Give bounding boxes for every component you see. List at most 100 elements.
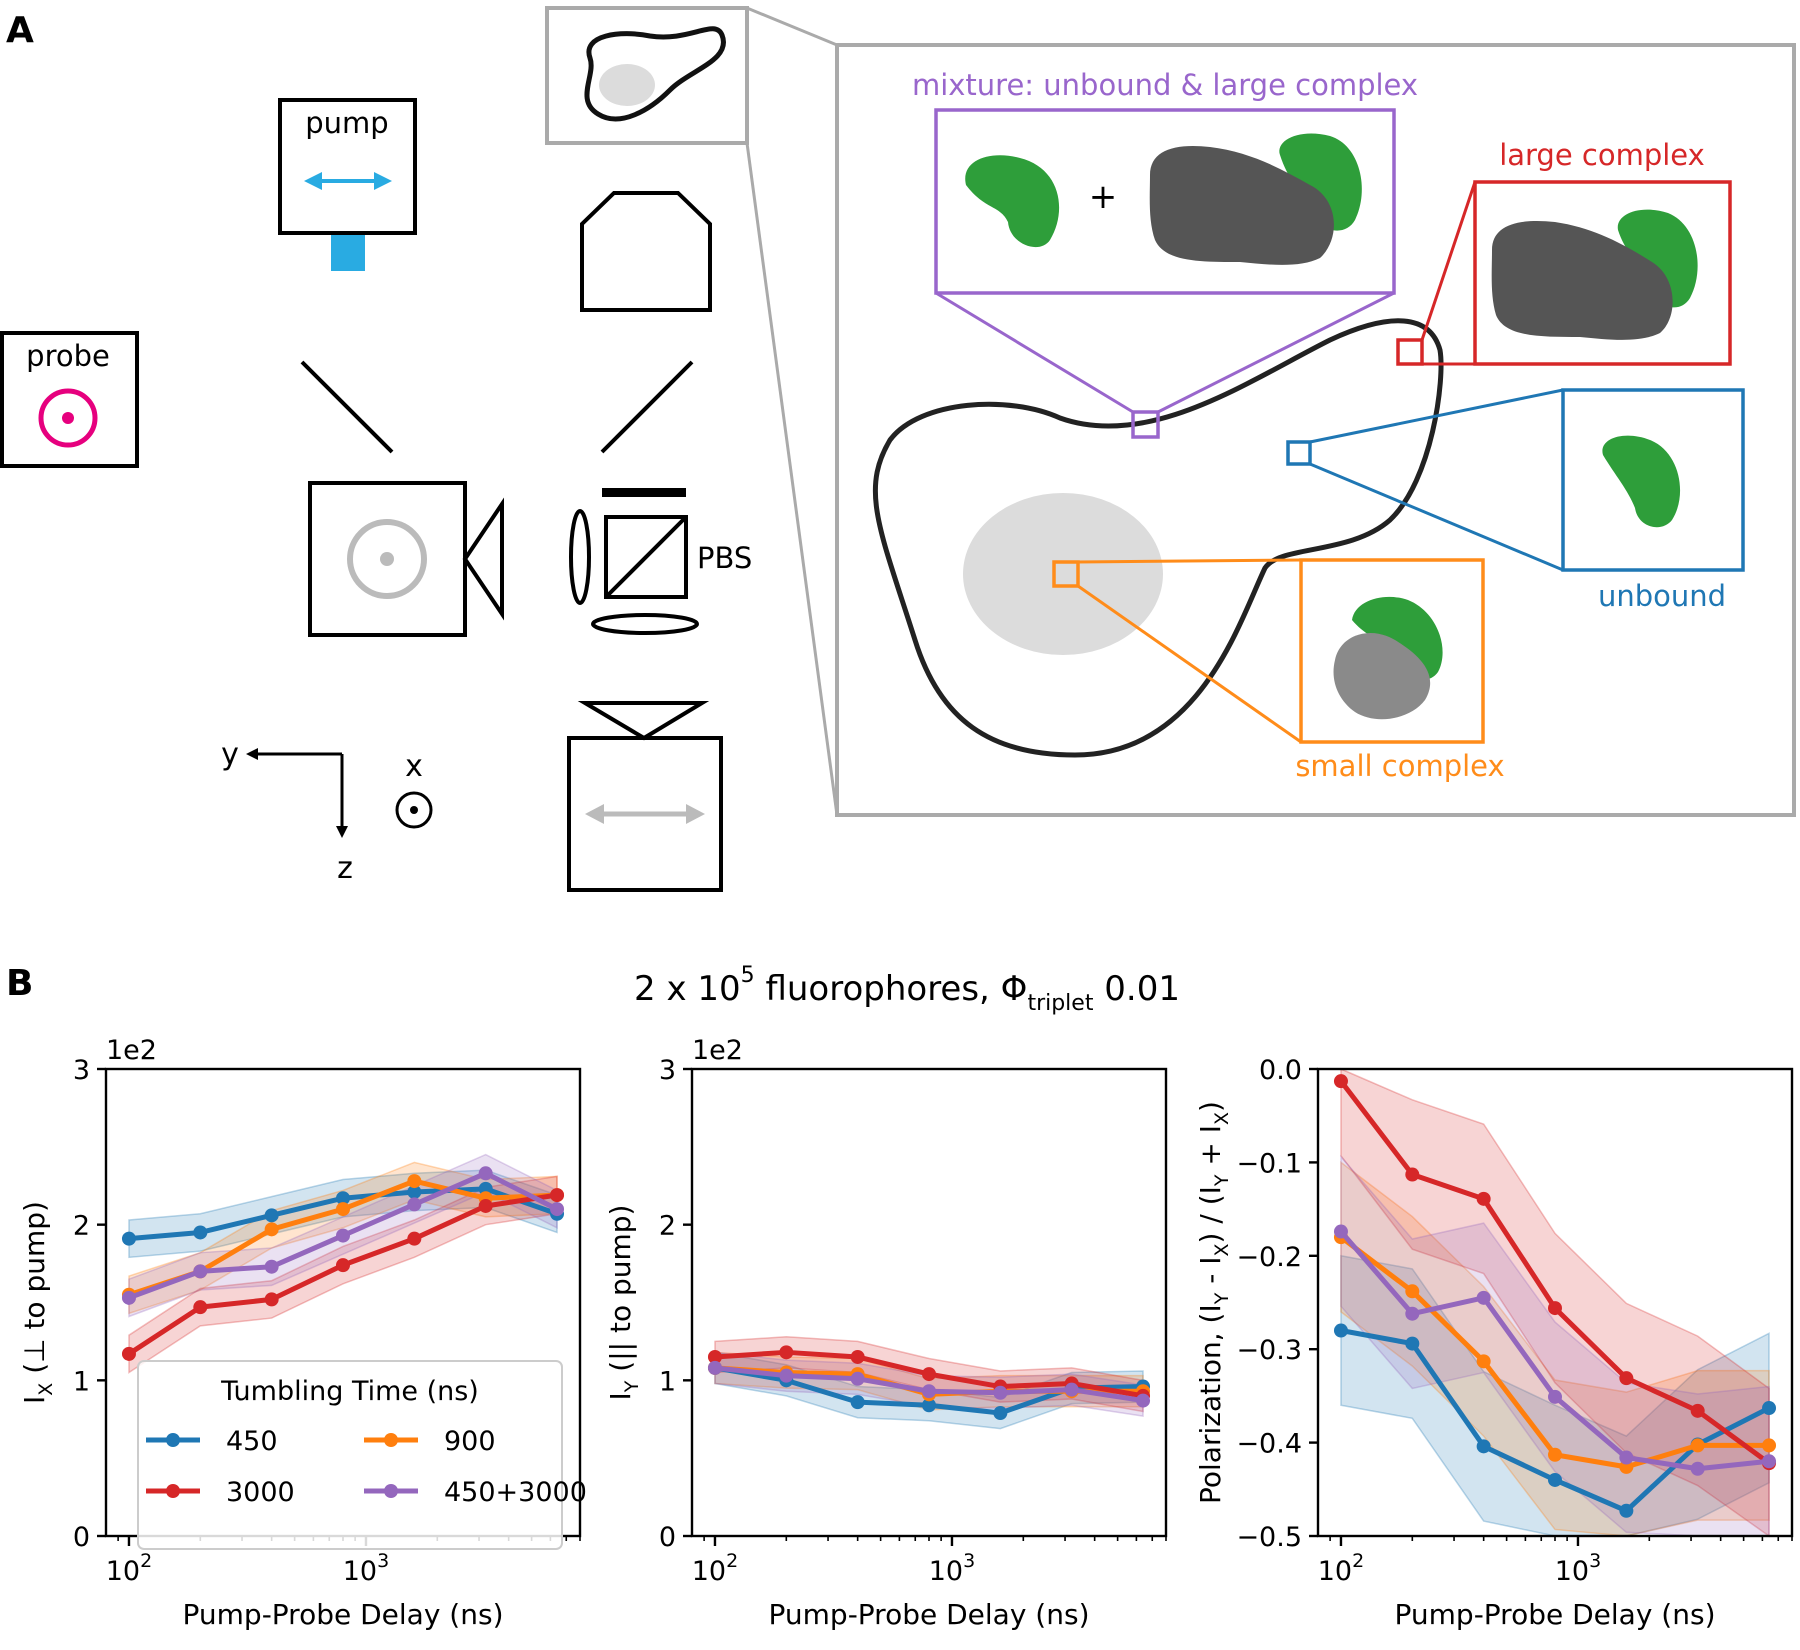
objective-lens-icon <box>580 191 712 312</box>
pbs-assembly: PBS <box>569 488 752 635</box>
offset-text: 1e2 <box>692 1035 743 1066</box>
probe-label: probe <box>26 339 110 373</box>
legend-marker-900 <box>384 1433 398 1447</box>
bound-protein-icon <box>1279 133 1362 231</box>
panel-b-letter: B <box>6 963 33 1004</box>
data-point-3000 <box>922 1367 936 1382</box>
cell-outline <box>872 318 1444 758</box>
large-complex-gray-icon <box>1491 220 1673 340</box>
coordinate-axes: y z x <box>221 737 433 886</box>
x-tick-label: 102 <box>1318 1550 1364 1587</box>
data-point-450 <box>264 1208 279 1223</box>
data-point-3000 <box>779 1345 794 1360</box>
data-point-3000 <box>707 1349 722 1364</box>
probe-source: probe <box>0 331 139 468</box>
chart-ix: 0 1 2 3 102 103 Pump-Probe Delay (ns) 1e2 IX (⊥ … <box>18 1035 582 1631</box>
legend-label-450+3000: 450+3000 <box>444 1477 587 1508</box>
small-complex-gray-icon <box>1333 632 1431 720</box>
data-point-450+3000 <box>993 1385 1008 1400</box>
data-point-3000 <box>550 1188 565 1203</box>
chart-polarization: −0.5 −0.4 −0.3 −0.2 −0.1 0.0 102 103 Pump-Probe … <box>1194 1055 1794 1631</box>
large-complex-green-icon <box>1617 209 1698 308</box>
y-tick-label: −0.5 <box>1236 1522 1302 1553</box>
pump-label: pump <box>305 106 388 140</box>
data-point-450+3000 <box>478 1166 493 1181</box>
legend-label-450: 450 <box>226 1426 278 1457</box>
legend-marker-450 <box>166 1433 180 1447</box>
zoom-line-top <box>746 6 838 47</box>
data-point-450+3000 <box>550 1202 565 1217</box>
data-point-3000 <box>193 1300 208 1315</box>
y-tick-label: 0 <box>659 1522 676 1553</box>
data-point-900 <box>1762 1438 1777 1453</box>
y-axis-label: IY (|| to pump) <box>604 1205 643 1401</box>
data-point-450+3000 <box>336 1228 350 1243</box>
pbs-label: PBS <box>697 541 752 575</box>
data-point-450+3000 <box>1548 1389 1562 1404</box>
data-point-450 <box>121 1231 136 1246</box>
data-point-3000 <box>264 1292 279 1307</box>
data-point-450 <box>850 1395 865 1410</box>
data-point-450+3000 <box>193 1264 208 1279</box>
y-tick-label: 1 <box>73 1366 90 1397</box>
y-tick-label: −0.2 <box>1236 1242 1302 1273</box>
data-point-3000 <box>1476 1191 1491 1206</box>
data-point-900 <box>1548 1447 1562 1462</box>
data-point-450+3000 <box>121 1290 136 1305</box>
y-axis-label: Polarization, (IY - IX) / (IY + IX) <box>1194 1101 1233 1504</box>
data-point-450+3000 <box>779 1368 794 1383</box>
chart-iy: 0 1 2 3 102 103 Pump-Probe Delay (ns) 1e2 IY (||… <box>604 1035 1168 1631</box>
y-tick-label: 0.0 <box>1259 1055 1302 1086</box>
data-point-450+3000 <box>1476 1290 1491 1305</box>
data-point-450+3000 <box>1762 1454 1777 1469</box>
data-point-450+3000 <box>922 1384 936 1399</box>
data-point-3000 <box>407 1231 422 1246</box>
y-tick-label: −0.4 <box>1236 1429 1302 1460</box>
data-point-3000 <box>1690 1403 1705 1418</box>
legend-title: Tumbling Time (ns) <box>220 1376 479 1407</box>
data-point-450 <box>193 1225 208 1240</box>
out-of-plane-icon <box>395 791 433 829</box>
plot-frame <box>690 1067 1168 1538</box>
small-complex-callout: small complex <box>1052 558 1505 783</box>
y-axis-label: IX (⊥ to pump) <box>18 1201 57 1404</box>
data-point-450+3000 <box>1333 1224 1348 1239</box>
small-complex-green-icon <box>1352 596 1443 680</box>
data-point-900 <box>407 1174 422 1189</box>
x-axis-label: Pump-Probe Delay (ns) <box>183 1598 504 1631</box>
probe-polarization-icon <box>38 388 98 448</box>
data-point-450 <box>1548 1472 1562 1487</box>
data-point-450+3000 <box>264 1259 279 1274</box>
data-point-900 <box>1476 1354 1491 1369</box>
axis-z-label: z <box>337 851 353 886</box>
pump-polarization-arrow-icon <box>304 172 392 190</box>
x-axis-label: Pump-Probe Delay (ns) <box>1395 1598 1716 1631</box>
dichroic-mirror-left <box>300 360 394 454</box>
data-point-450+3000 <box>1690 1461 1705 1476</box>
data-point-450 <box>922 1398 936 1413</box>
y-tick-label: −0.1 <box>1236 1148 1302 1179</box>
data-point-450+3000 <box>1619 1450 1634 1465</box>
x-tick-label: 102 <box>106 1550 152 1587</box>
data-point-450 <box>1405 1336 1420 1351</box>
unbound-green-icon <box>1602 435 1681 528</box>
data-point-3000 <box>1548 1301 1562 1316</box>
data-point-450 <box>1619 1503 1634 1518</box>
data-point-3000 <box>1405 1167 1420 1182</box>
large-complex-callout: large complex <box>1396 138 1732 366</box>
plus-sign: + <box>1089 177 1118 217</box>
unbound-protein-icon <box>965 155 1060 248</box>
data-point-450 <box>993 1406 1008 1421</box>
pump-beam-icon <box>331 235 365 271</box>
quarter-wave-plate-icon <box>591 613 699 635</box>
data-point-450 <box>336 1191 350 1206</box>
data-point-450 <box>407 1184 422 1199</box>
zoom-line-bottom <box>745 142 839 816</box>
legend-label-900: 900 <box>444 1426 496 1457</box>
y-tick-label: 3 <box>73 1055 90 1086</box>
sample-thumbnail <box>545 6 749 145</box>
data-point-900 <box>336 1202 350 1217</box>
y-tick-label: 3 <box>659 1055 676 1086</box>
legend-marker-450+3000 <box>384 1484 398 1498</box>
axis-x-label: x <box>405 749 423 784</box>
